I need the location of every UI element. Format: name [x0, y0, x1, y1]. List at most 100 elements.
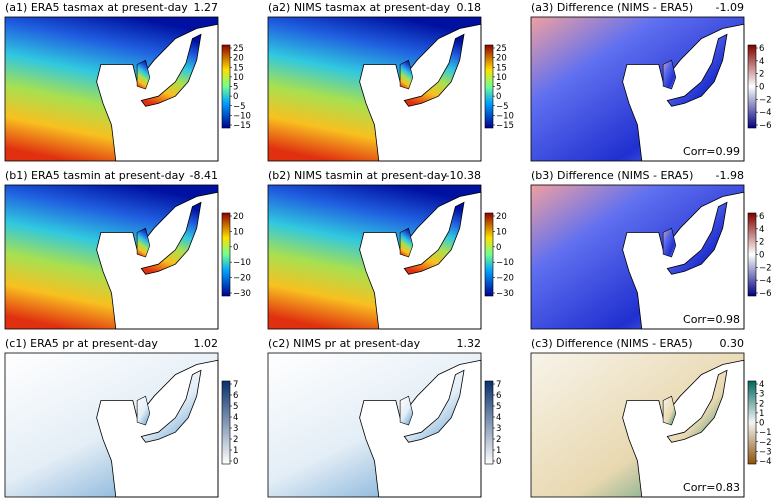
colorbar-label: −4 — [759, 276, 772, 286]
panel-title: (c2) NIMS pr at present-day — [268, 337, 421, 350]
map-frame — [4, 184, 219, 330]
colorbar-label: 15 — [233, 63, 244, 73]
map-frame — [530, 16, 745, 162]
colorbar-label: 1 — [496, 446, 501, 456]
colorbar-label: −30 — [233, 289, 251, 299]
colorbar-label: 5 — [496, 83, 501, 93]
korea-coast — [399, 227, 414, 258]
japan — [403, 369, 465, 443]
colorbar-label: 3 — [759, 390, 764, 400]
colorbar: 6 4 2 0 −2 −4 −6 — [747, 44, 772, 131]
japan — [403, 33, 465, 107]
map-frame — [267, 352, 482, 498]
colorbar-label: −5 — [233, 102, 246, 112]
japan — [140, 201, 202, 275]
japan — [666, 369, 728, 443]
colorbar-label: 0 — [759, 83, 764, 93]
colorbar-label: 20 — [496, 212, 507, 222]
colorbar-label: 3 — [233, 424, 238, 434]
map-frame — [530, 184, 745, 330]
colorbar-label: 10 — [233, 73, 244, 83]
colorbar-label: 5 — [233, 402, 238, 412]
colorbar-label: 0 — [496, 457, 501, 467]
colorbar-label: 2 — [759, 70, 764, 80]
colorbar-label: 10 — [496, 227, 507, 237]
colorbar-label: 10 — [496, 73, 507, 83]
corr-label: Corr=0.98 — [683, 313, 740, 326]
colorbar-label: 2 — [759, 399, 764, 409]
colorbar-label: 2 — [496, 435, 501, 445]
panel-value: -1.98 — [716, 169, 744, 182]
japan — [403, 201, 465, 275]
map-frame — [267, 16, 482, 162]
colorbar-label: 10 — [233, 227, 244, 237]
colorbar-label: 0 — [496, 92, 501, 102]
panel-value: 1.27 — [194, 1, 219, 14]
colorbar-label: −3 — [759, 447, 772, 457]
colorbar-label: −10 — [233, 258, 251, 268]
panel-title: (c3) Difference (NIMS - ERA5) — [531, 337, 693, 350]
map-frame — [4, 16, 219, 162]
colorbar-label: 20 — [233, 54, 244, 64]
colorbar-label: 0 — [233, 457, 238, 467]
colorbar-label: −30 — [496, 289, 514, 299]
colorbar-label: 0 — [233, 243, 238, 253]
colorbar-label: 2 — [759, 238, 764, 248]
colorbar-label: −2 — [759, 438, 772, 448]
korea-coast — [662, 227, 677, 258]
colorbar-label: −6 — [759, 121, 772, 131]
panel-title: (a3) Difference (NIMS - ERA5) — [531, 1, 693, 14]
colorbar-label: 0 — [496, 243, 501, 253]
colorbar-label: 1 — [233, 446, 238, 456]
colorbar-label: −10 — [496, 258, 514, 268]
panel-title: (b3) Difference (NIMS - ERA5) — [531, 169, 693, 182]
colorbar-label: −10 — [233, 111, 251, 121]
colorbar-label: 4 — [759, 57, 764, 67]
colorbar-label: 0 — [759, 251, 764, 261]
panel-value: -10.38 — [446, 169, 481, 182]
colorbar-label: 4 — [233, 413, 238, 423]
colorbar-label: −4 — [759, 108, 772, 118]
colorbar-label: 6 — [233, 391, 238, 401]
colorbar-label: 4 — [759, 225, 764, 235]
panel-value: -1.09 — [716, 1, 744, 14]
korea-coast — [136, 395, 151, 426]
korea-coast — [662, 59, 677, 90]
colorbar-label: −20 — [233, 274, 251, 284]
colorbar-label: 7 — [233, 380, 238, 390]
colorbar-label: −5 — [496, 102, 509, 112]
panel-value: 0.30 — [720, 337, 745, 350]
colorbar-label: −4 — [759, 457, 772, 467]
korea-coast — [399, 395, 414, 426]
colorbar-label: −6 — [759, 289, 772, 299]
colorbar-label: 20 — [496, 54, 507, 64]
colorbar-label: 4 — [759, 380, 764, 390]
japan — [666, 33, 728, 107]
panel-title: (c1) ERA5 pr at present-day — [5, 337, 158, 350]
colorbar-label: 15 — [496, 63, 507, 73]
colorbar-label: −20 — [496, 274, 514, 284]
map-frame — [267, 184, 482, 330]
corr-label: Corr=0.83 — [683, 481, 740, 494]
colorbar: 6 4 2 0 −2 −4 −6 — [747, 212, 772, 299]
colorbar-label: 7 — [496, 380, 501, 390]
korea-coast — [136, 59, 151, 90]
colorbar-label: 2 — [233, 435, 238, 445]
map-frame — [530, 352, 745, 498]
colorbar-label: −15 — [496, 121, 514, 131]
colorbar-scale — [221, 212, 231, 297]
japan — [666, 201, 728, 275]
colorbar-scale — [484, 44, 494, 129]
colorbar-label: 3 — [496, 424, 501, 434]
colorbar-label: −2 — [759, 95, 772, 105]
korea-coast — [136, 227, 151, 258]
colorbar-scale — [747, 44, 757, 129]
colorbar: 20 10 0 −10 −20 −30 — [484, 212, 514, 299]
colorbar-label: −2 — [759, 263, 772, 273]
colorbar-label: 25 — [233, 44, 244, 54]
